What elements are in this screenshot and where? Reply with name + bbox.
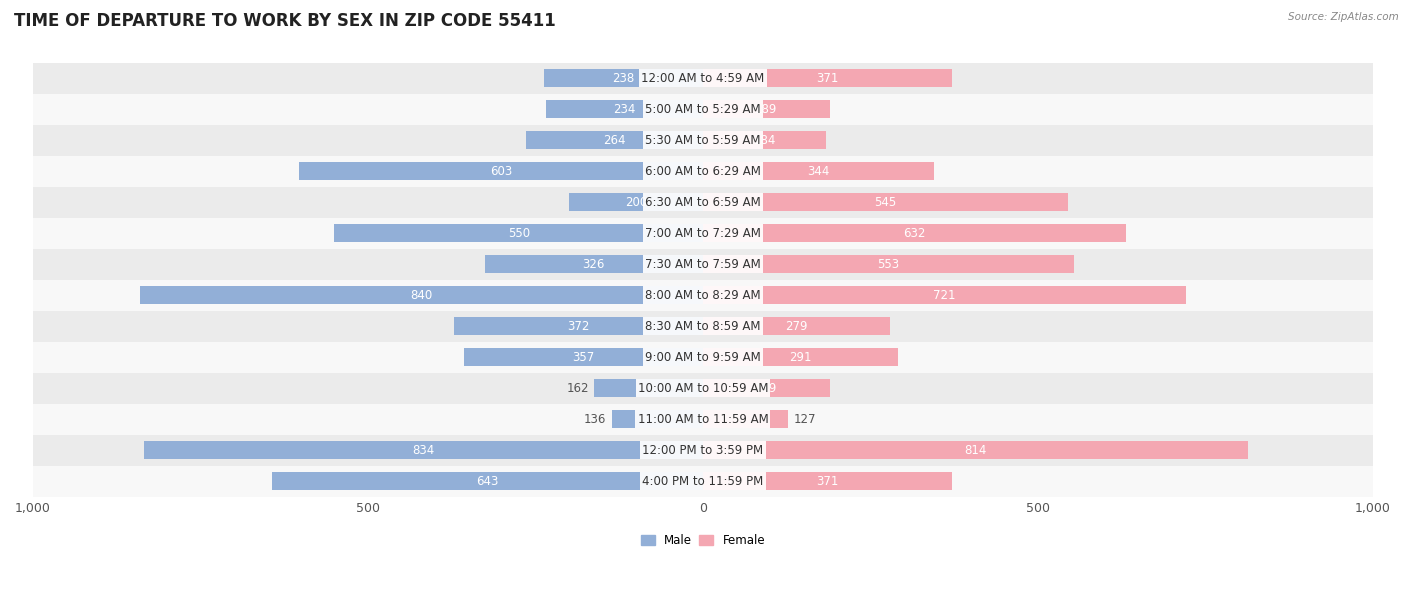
Bar: [703, 255, 1074, 273]
Text: 603: 603: [489, 165, 512, 177]
Bar: [703, 317, 890, 335]
Bar: [32, 403, 1374, 434]
Bar: [485, 255, 703, 273]
Bar: [141, 286, 703, 304]
Bar: [703, 379, 830, 397]
Text: 9:00 AM to 9:59 AM: 9:00 AM to 9:59 AM: [645, 350, 761, 364]
Text: 372: 372: [567, 320, 589, 333]
Bar: [544, 69, 703, 87]
Text: 7:00 AM to 7:29 AM: 7:00 AM to 7:29 AM: [645, 227, 761, 240]
Bar: [32, 311, 1374, 342]
Bar: [703, 286, 1187, 304]
Text: 189: 189: [755, 102, 778, 115]
Bar: [299, 162, 703, 180]
Text: 643: 643: [477, 475, 499, 487]
Bar: [32, 62, 1374, 93]
Bar: [703, 348, 898, 366]
Text: 5:30 AM to 5:59 AM: 5:30 AM to 5:59 AM: [645, 134, 761, 146]
Text: 291: 291: [789, 350, 811, 364]
Text: 371: 371: [815, 71, 838, 84]
Text: 545: 545: [875, 196, 897, 209]
Bar: [703, 410, 789, 428]
Bar: [569, 193, 703, 211]
Bar: [703, 162, 934, 180]
Bar: [32, 372, 1374, 403]
Bar: [703, 441, 1249, 459]
Bar: [703, 100, 830, 118]
Bar: [32, 249, 1374, 280]
Text: 189: 189: [755, 381, 778, 394]
Text: 326: 326: [582, 258, 605, 271]
Bar: [703, 224, 1126, 242]
Text: 127: 127: [793, 412, 815, 425]
Text: 834: 834: [412, 444, 434, 456]
Text: 371: 371: [815, 475, 838, 487]
Text: 12:00 AM to 4:59 AM: 12:00 AM to 4:59 AM: [641, 71, 765, 84]
Bar: [595, 379, 703, 397]
Bar: [32, 93, 1374, 124]
Text: 200: 200: [624, 196, 647, 209]
Text: 6:30 AM to 6:59 AM: 6:30 AM to 6:59 AM: [645, 196, 761, 209]
Bar: [703, 193, 1069, 211]
Bar: [612, 410, 703, 428]
Text: 8:00 AM to 8:29 AM: 8:00 AM to 8:29 AM: [645, 289, 761, 302]
Text: 279: 279: [785, 320, 807, 333]
Bar: [32, 218, 1374, 249]
Bar: [703, 131, 827, 149]
Text: 840: 840: [411, 289, 433, 302]
Text: 550: 550: [508, 227, 530, 240]
Text: 238: 238: [612, 71, 634, 84]
Text: 11:00 AM to 11:59 AM: 11:00 AM to 11:59 AM: [638, 412, 768, 425]
Bar: [526, 131, 703, 149]
Bar: [32, 342, 1374, 372]
Bar: [32, 156, 1374, 187]
Bar: [32, 466, 1374, 497]
Text: 136: 136: [583, 412, 606, 425]
Text: 234: 234: [613, 102, 636, 115]
Bar: [703, 69, 952, 87]
Text: 10:00 AM to 10:59 AM: 10:00 AM to 10:59 AM: [638, 381, 768, 394]
Text: 344: 344: [807, 165, 830, 177]
Text: 6:00 AM to 6:29 AM: 6:00 AM to 6:29 AM: [645, 165, 761, 177]
Legend: Male, Female: Male, Female: [641, 534, 765, 547]
Text: TIME OF DEPARTURE TO WORK BY SEX IN ZIP CODE 55411: TIME OF DEPARTURE TO WORK BY SEX IN ZIP …: [14, 12, 555, 30]
Text: 553: 553: [877, 258, 900, 271]
Text: 632: 632: [904, 227, 927, 240]
Bar: [335, 224, 703, 242]
Text: 721: 721: [934, 289, 956, 302]
Text: 4:00 PM to 11:59 PM: 4:00 PM to 11:59 PM: [643, 475, 763, 487]
Bar: [32, 124, 1374, 156]
Bar: [273, 472, 703, 490]
Text: 12:00 PM to 3:59 PM: 12:00 PM to 3:59 PM: [643, 444, 763, 456]
Bar: [145, 441, 703, 459]
Bar: [32, 434, 1374, 466]
Bar: [464, 348, 703, 366]
Text: 8:30 AM to 8:59 AM: 8:30 AM to 8:59 AM: [645, 320, 761, 333]
Text: Source: ZipAtlas.com: Source: ZipAtlas.com: [1288, 12, 1399, 22]
Bar: [703, 472, 952, 490]
Text: 7:30 AM to 7:59 AM: 7:30 AM to 7:59 AM: [645, 258, 761, 271]
Text: 357: 357: [572, 350, 595, 364]
Text: 5:00 AM to 5:29 AM: 5:00 AM to 5:29 AM: [645, 102, 761, 115]
Bar: [32, 187, 1374, 218]
Text: 814: 814: [965, 444, 987, 456]
Bar: [454, 317, 703, 335]
Bar: [32, 280, 1374, 311]
Bar: [546, 100, 703, 118]
Text: 184: 184: [754, 134, 776, 146]
Text: 264: 264: [603, 134, 626, 146]
Text: 162: 162: [567, 381, 589, 394]
